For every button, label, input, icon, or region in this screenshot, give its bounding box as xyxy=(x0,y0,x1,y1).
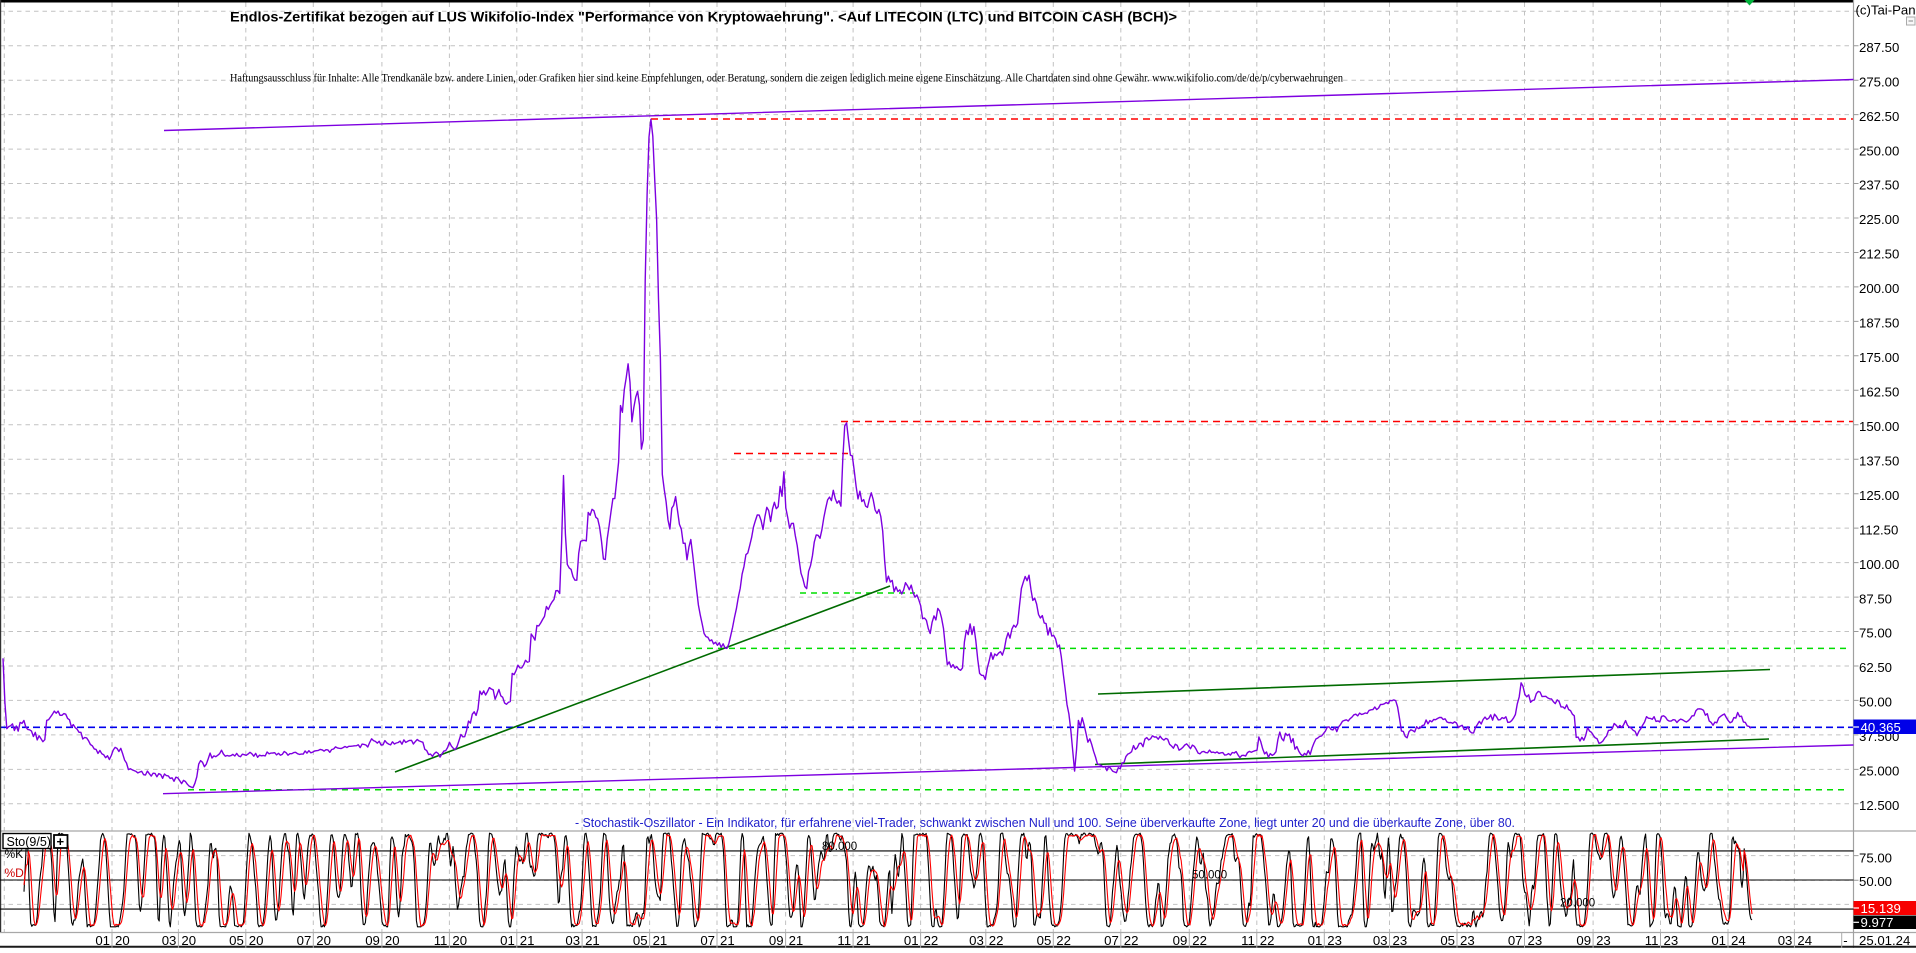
svg-text:212.50: 212.50 xyxy=(1859,247,1899,262)
svg-text:80.000: 80.000 xyxy=(822,841,857,853)
svg-text:15.139: 15.139 xyxy=(1861,901,1901,916)
svg-text:20: 20 xyxy=(385,933,400,948)
svg-text:23: 23 xyxy=(1528,933,1543,948)
svg-text:23: 23 xyxy=(1460,933,1475,948)
svg-text:22: 22 xyxy=(1260,933,1275,948)
svg-text:75.00: 75.00 xyxy=(1859,850,1892,865)
svg-text:07: 07 xyxy=(297,933,312,948)
svg-text:175.00: 175.00 xyxy=(1859,350,1899,365)
svg-text:11: 11 xyxy=(837,933,851,948)
svg-text:112.50: 112.50 xyxy=(1859,522,1898,537)
svg-text:07: 07 xyxy=(1104,933,1119,948)
svg-text:Endlos-Zertifikat bezogen auf: Endlos-Zertifikat bezogen auf LUS Wikifo… xyxy=(230,9,1177,25)
svg-text:137.50: 137.50 xyxy=(1859,453,1899,468)
svg-text:125.00: 125.00 xyxy=(1859,488,1899,503)
svg-text:%K: %K xyxy=(5,847,24,861)
svg-text:22: 22 xyxy=(924,933,939,948)
svg-text:11: 11 xyxy=(1645,933,1659,948)
svg-text:11: 11 xyxy=(1241,933,1255,948)
svg-text:24: 24 xyxy=(1731,933,1746,948)
svg-text:150.00: 150.00 xyxy=(1859,419,1899,434)
svg-text:01: 01 xyxy=(1711,933,1726,948)
svg-text:03: 03 xyxy=(1373,933,1388,948)
svg-text:62.50: 62.50 xyxy=(1859,660,1892,675)
svg-text:275.00: 275.00 xyxy=(1859,74,1899,89)
svg-text:20: 20 xyxy=(452,933,467,948)
svg-text:23: 23 xyxy=(1596,933,1611,948)
svg-text:- Stochastik-Oszillator - Ein: - Stochastik-Oszillator - Ein Indikator,… xyxy=(575,815,1515,830)
svg-text:23: 23 xyxy=(1393,933,1408,948)
svg-text:187.50: 187.50 xyxy=(1859,316,1899,331)
svg-text:50.000: 50.000 xyxy=(1192,870,1227,882)
svg-text:01: 01 xyxy=(500,933,515,948)
svg-text:%D: %D xyxy=(5,866,25,880)
svg-text:-: - xyxy=(1843,933,1847,948)
svg-text:225.00: 225.00 xyxy=(1859,212,1899,227)
svg-text:25.01.24: 25.01.24 xyxy=(1859,933,1910,948)
svg-text:03: 03 xyxy=(969,933,984,948)
svg-text:01: 01 xyxy=(904,933,919,948)
svg-text:22: 22 xyxy=(1056,933,1071,948)
svg-text:20: 20 xyxy=(115,933,130,948)
svg-text:40.365: 40.365 xyxy=(1861,720,1901,735)
svg-text:287.50: 287.50 xyxy=(1859,40,1899,55)
svg-text:50.00: 50.00 xyxy=(1859,695,1892,710)
svg-text:21: 21 xyxy=(653,933,668,948)
svg-text:05: 05 xyxy=(229,933,244,948)
svg-text:20: 20 xyxy=(181,933,196,948)
svg-text:22: 22 xyxy=(1192,933,1207,948)
svg-text:09: 09 xyxy=(769,933,784,948)
svg-text:21: 21 xyxy=(789,933,804,948)
svg-text:01: 01 xyxy=(95,933,110,948)
svg-text:07: 07 xyxy=(700,933,715,948)
svg-text:22: 22 xyxy=(1124,933,1139,948)
svg-text:75.00: 75.00 xyxy=(1859,626,1892,641)
svg-text:01: 01 xyxy=(1308,933,1323,948)
svg-text:05: 05 xyxy=(1037,933,1052,948)
svg-text:25.000: 25.000 xyxy=(1859,764,1899,779)
svg-text:87.50: 87.50 xyxy=(1859,591,1892,606)
svg-text:05: 05 xyxy=(633,933,648,948)
svg-text:24: 24 xyxy=(1797,933,1812,948)
svg-text:21: 21 xyxy=(520,933,535,948)
svg-text:21: 21 xyxy=(720,933,735,948)
svg-text:03: 03 xyxy=(1778,933,1793,948)
svg-text:23: 23 xyxy=(1664,933,1679,948)
svg-text:250.00: 250.00 xyxy=(1859,143,1899,158)
svg-text:23: 23 xyxy=(1327,933,1342,948)
svg-text:21: 21 xyxy=(585,933,600,948)
svg-text:162.50: 162.50 xyxy=(1859,385,1899,400)
svg-text:100.00: 100.00 xyxy=(1859,557,1899,572)
svg-text:03: 03 xyxy=(565,933,580,948)
svg-text:20.000: 20.000 xyxy=(1560,898,1595,910)
svg-text:09: 09 xyxy=(1173,933,1188,948)
svg-text:12.500: 12.500 xyxy=(1859,798,1899,813)
svg-text:262.50: 262.50 xyxy=(1859,109,1899,124)
svg-text:22: 22 xyxy=(989,933,1004,948)
svg-text:09: 09 xyxy=(365,933,380,948)
svg-text:50.00: 50.00 xyxy=(1859,874,1892,889)
svg-text:+: + xyxy=(57,834,65,849)
svg-text:03: 03 xyxy=(162,933,177,948)
svg-text:200.00: 200.00 xyxy=(1859,281,1899,296)
svg-text:20: 20 xyxy=(316,933,331,948)
svg-text:20: 20 xyxy=(249,933,264,948)
svg-text:21: 21 xyxy=(856,933,871,948)
svg-text:05: 05 xyxy=(1440,933,1455,948)
svg-text:09: 09 xyxy=(1576,933,1591,948)
svg-text:Haftungsausschluss für Inhalte: Haftungsausschluss für Inhalte: Alle Tre… xyxy=(230,73,1343,85)
svg-text:07: 07 xyxy=(1508,933,1523,948)
svg-text:(c)Tai-Pan: (c)Tai-Pan xyxy=(1856,3,1916,18)
svg-text:237.50: 237.50 xyxy=(1859,178,1899,193)
svg-text:11: 11 xyxy=(434,933,448,948)
svg-text:9.977: 9.977 xyxy=(1861,915,1894,930)
